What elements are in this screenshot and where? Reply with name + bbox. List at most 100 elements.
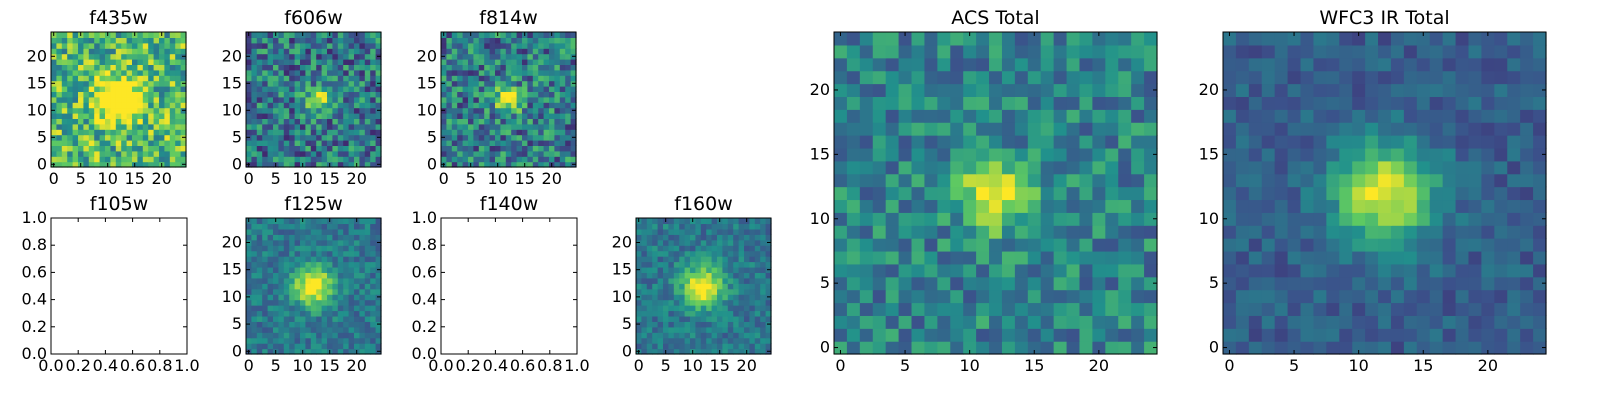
pixel-cell: [473, 102, 480, 109]
pixel-cell: [1520, 32, 1534, 46]
pixel-cell: [310, 288, 317, 295]
pixel-cell: [343, 218, 350, 225]
pixel-cell: [364, 91, 371, 98]
pixel-cell: [695, 332, 702, 339]
pixel-cell: [684, 343, 691, 350]
axes-frame: [635, 217, 772, 355]
pixel-cell: [554, 145, 561, 152]
pixel-cell: [251, 239, 258, 246]
pixel-cell: [989, 135, 1003, 149]
pixel-cell: [451, 150, 458, 157]
pixel-cell: [1079, 225, 1093, 239]
pixel-cell: [1105, 250, 1119, 265]
pixel-cell: [446, 129, 453, 136]
pixel-cell: [846, 109, 861, 123]
pixel-cell: [473, 161, 480, 168]
pixel-cell: [305, 348, 312, 355]
pixel-cell: [294, 266, 301, 273]
pixel-cell: [668, 228, 675, 235]
pixel-cell: [294, 32, 301, 38]
pixel-cell: [1105, 44, 1119, 59]
pixel-cell: [1533, 250, 1547, 265]
pixel-cell: [99, 145, 106, 152]
pixel-cell: [72, 96, 79, 103]
pixel-cell: [754, 261, 761, 268]
pixel-cell: [1403, 328, 1418, 342]
pixel-cell: [337, 80, 344, 87]
pixel-cell: [549, 96, 555, 103]
pixel-cell: [1223, 96, 1237, 110]
pixel-cell: [337, 150, 344, 157]
pixel-cell: [316, 315, 323, 322]
pixel-cell: [1533, 135, 1547, 149]
pixel-cell: [500, 53, 507, 60]
pixel-cell: [262, 272, 269, 279]
pixel-cell: [337, 326, 344, 333]
pixel-cell: [511, 69, 518, 76]
pixel-cell: [305, 337, 312, 344]
pixel-cell: [370, 218, 377, 225]
pixel-cell: [717, 266, 723, 273]
pixel-cell: [321, 123, 328, 130]
pixel-cell: [337, 239, 344, 246]
pixel-cell: [337, 315, 344, 322]
x-tick-label: 15: [125, 169, 145, 188]
pixel-cell: [462, 37, 469, 44]
pixel-cell: [1079, 44, 1093, 59]
pixel-cell: [1520, 96, 1534, 110]
pixel-cell: [175, 69, 182, 76]
pixel-cell: [1507, 199, 1521, 213]
pixel-cell: [283, 48, 290, 55]
pixel-cell: [911, 328, 926, 342]
pixel-cell: [370, 305, 377, 312]
pixel-cell: [1455, 147, 1470, 162]
pixel-cell: [1442, 32, 1457, 46]
pixel-cell: [310, 129, 317, 136]
pixel-cell: [937, 70, 951, 85]
pixel-cell: [88, 145, 95, 152]
pixel-cell: [273, 283, 279, 290]
pixel-cell: [1352, 276, 1366, 291]
pixel-cell: [164, 53, 171, 60]
pixel-cell: [153, 123, 160, 130]
pixel-cell: [1507, 160, 1521, 175]
pixel-cell: [343, 48, 350, 55]
pixel-cell: [289, 326, 296, 333]
pixel-cell: [364, 42, 371, 49]
pixel-cell: [505, 161, 512, 168]
pixel-cell: [348, 91, 355, 98]
pixel-cell: [88, 134, 95, 141]
pixel-cell: [1118, 186, 1132, 201]
pixel-cell: [278, 80, 285, 87]
pixel-cell: [1339, 44, 1353, 59]
pixel-cell: [164, 48, 171, 55]
pixel-cell: [976, 70, 990, 85]
pixel-cell: [142, 123, 149, 130]
pixel-cell: [1300, 122, 1315, 136]
pixel-cell: [262, 113, 269, 119]
pixel-cell: [332, 32, 339, 38]
pixel-cell: [679, 315, 686, 322]
pixel-cell: [1481, 44, 1495, 59]
pixel-cell: [1390, 212, 1405, 226]
pixel-cell: [760, 223, 767, 230]
pixel-cell: [963, 263, 977, 278]
pixel-cell: [1053, 315, 1068, 329]
pixel-cell: [294, 299, 301, 306]
pixel-cell: [754, 277, 761, 284]
pixel-cell: [872, 135, 887, 149]
pixel-cell: [641, 239, 648, 246]
pixel-cell: [316, 102, 323, 109]
pixel-cell: [1001, 173, 1016, 188]
pixel-cell: [733, 326, 740, 333]
pixel-cell: [1326, 225, 1340, 239]
pixel-cell: [310, 299, 317, 306]
pixel-cell: [641, 299, 648, 306]
pixel-cell: [1533, 276, 1547, 291]
pixel-cell: [1235, 135, 1250, 149]
pixel-cell: [700, 299, 707, 306]
pixel-cell: [722, 272, 729, 279]
pixel-cell: [256, 86, 263, 92]
y-tick-label: 5: [622, 314, 632, 333]
pixel-cell: [343, 161, 350, 168]
